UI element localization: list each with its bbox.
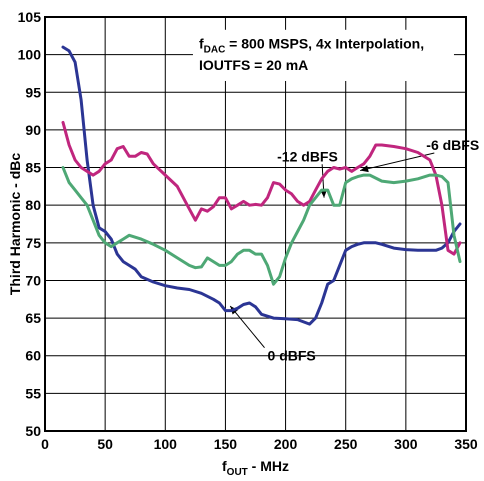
series-line-0-dbfs xyxy=(61,45,462,326)
x-tick-label-150: 150 xyxy=(214,436,238,452)
x-tick-label-200: 200 xyxy=(274,436,298,452)
note-line-1: fDAC = 800 MSPS, 4x Interpolation, xyxy=(199,35,424,55)
y-tick-label-75: 75 xyxy=(25,235,41,251)
note-f: f xyxy=(199,35,204,51)
annotation-labels: -6 dBFS -12 dBFS 0 dBFS xyxy=(268,137,480,364)
y-tick-label-100: 100 xyxy=(18,47,42,63)
annotation-arrowhead--6-dbfs xyxy=(360,165,369,173)
y-tick-label-85: 85 xyxy=(25,160,41,176)
x-label-sub: OUT xyxy=(227,467,248,478)
y-tick-label-95: 95 xyxy=(25,84,41,100)
y-tick-label-65: 65 xyxy=(25,310,41,326)
x-tick-label-300: 300 xyxy=(394,436,418,452)
y-tick-label-80: 80 xyxy=(25,197,41,213)
note-line1-rest: = 800 MSPS, 4x Interpolation, xyxy=(225,35,424,51)
x-label-rest: - MHz xyxy=(248,458,289,474)
x-tick-label-100: 100 xyxy=(154,436,178,452)
x-tick-label-250: 250 xyxy=(334,436,358,452)
y-tick-label-55: 55 xyxy=(25,385,41,401)
annotation-label-0-dbfs: 0 dBFS xyxy=(268,348,316,364)
series-line--6-dbfs xyxy=(61,120,462,256)
plot-frame xyxy=(44,16,467,432)
tick-labels: 0 50 100 150 200 250 300 3505055606570758085909… xyxy=(18,9,478,452)
y-tick-label-50: 50 xyxy=(25,423,41,439)
x-tick-label-350: 350 xyxy=(454,436,478,452)
note-line-2: IOUTFS = 20 mA xyxy=(199,57,308,73)
y-axis-label: Third Harmonic - dBc xyxy=(7,153,23,296)
x-label-f: f xyxy=(222,458,227,474)
x-axis-label: fOUT - MHz xyxy=(222,458,289,478)
annotation-label--12-dbfs: -12 dBFS xyxy=(277,148,338,164)
annotation-leader-0-dbfs xyxy=(229,305,265,349)
annotation-label--6-dbfs: -6 dBFS xyxy=(426,137,479,153)
grid xyxy=(44,16,467,432)
note-dac-sub: DAC xyxy=(204,44,226,55)
series-lines xyxy=(61,45,462,326)
y-tick-label-60: 60 xyxy=(25,348,41,364)
x-tick-label-50: 50 xyxy=(97,436,113,452)
series-line--12-dbfs xyxy=(61,166,462,286)
note-background xyxy=(192,29,454,81)
x-tick-label-0: 0 xyxy=(41,436,49,452)
chart-note: fDAC = 800 MSPS, 4x Interpolation, IOUTF… xyxy=(192,29,454,81)
y-tick-label-90: 90 xyxy=(25,122,41,138)
y-tick-label-105: 105 xyxy=(18,9,42,25)
y-tick-label-70: 70 xyxy=(25,272,41,288)
